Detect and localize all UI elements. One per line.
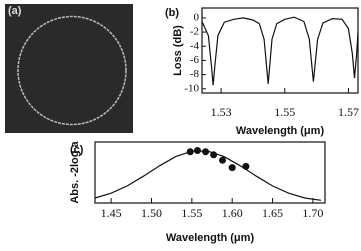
x-tick-label: 1.55: [274, 105, 295, 119]
y-axis-label: Loss (dB): [172, 25, 184, 76]
x-tick-label: 1.70: [302, 206, 323, 220]
y-tick-label: -2: [190, 26, 199, 38]
photo: [5, 4, 133, 133]
data-line: [202, 17, 358, 85]
figure: (a) (b) 1.53 1.55 1.57 0 -2 -4 -6 -8 -10 Wavelength…: [0, 0, 361, 251]
panel-label: (b): [165, 7, 179, 19]
panel-label: (a): [8, 5, 22, 17]
x-tick-label: 1.57: [338, 105, 359, 119]
data-point: [229, 164, 236, 171]
data-point: [242, 163, 249, 170]
x-tick-label: 1.45: [101, 206, 122, 220]
x-tick-label: 1.50: [141, 206, 162, 220]
y-tick-label: -10: [184, 82, 199, 94]
x-tick-label: 1.55: [181, 206, 202, 220]
data-point: [210, 151, 217, 158]
y-tick-label: 0: [194, 11, 200, 23]
x-axis-label: Wavelength (μm): [236, 125, 325, 137]
y-axis-label: Abs. -2log a: [69, 140, 81, 203]
data-point: [187, 148, 194, 155]
data-point: [202, 148, 209, 155]
y-tick-label: -8: [190, 68, 200, 80]
data-point: [194, 147, 201, 154]
x-tick-label: 1.53: [211, 105, 232, 119]
data-line: [95, 151, 321, 200]
data-point: [219, 157, 226, 164]
x-tick-label: 1.65: [262, 206, 283, 220]
plot-frame: [202, 8, 358, 93]
x-tick-label: 1.60: [222, 206, 243, 220]
x-axis-label: Wavelength (μm): [166, 232, 255, 244]
y-tick-label: -4: [190, 40, 200, 52]
y-tick-label: -6: [190, 54, 200, 66]
